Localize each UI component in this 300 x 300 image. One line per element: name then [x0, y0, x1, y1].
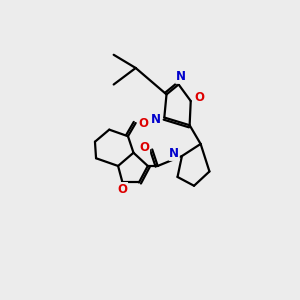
Text: O: O: [138, 116, 148, 130]
Text: N: N: [151, 113, 160, 126]
Text: O: O: [140, 141, 149, 154]
Text: N: N: [169, 147, 179, 161]
Text: O: O: [194, 91, 205, 104]
Text: N: N: [176, 70, 186, 83]
Text: O: O: [118, 183, 128, 196]
